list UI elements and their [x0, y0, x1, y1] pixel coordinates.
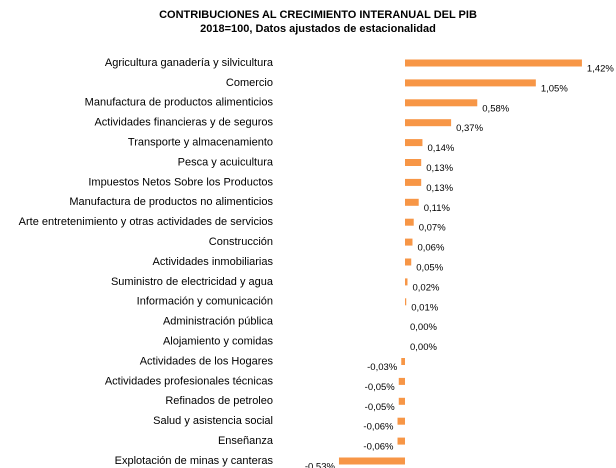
value-label: 0,37%	[456, 123, 483, 134]
bar	[405, 99, 478, 107]
category-label: Refinados de petroleo	[165, 395, 273, 407]
bar	[405, 59, 582, 67]
category-label: Actividades de los Hogares	[140, 355, 274, 367]
bar	[405, 119, 452, 127]
category-label: Transporte y almacenamiento	[128, 137, 273, 149]
category-label: Salud y asistencia social	[153, 415, 273, 427]
category-label: Alojamiento y comidas	[163, 336, 274, 348]
value-label: -0,06%	[363, 422, 394, 433]
category-label: Arte entretenimiento y otras actividades…	[19, 216, 274, 228]
value-label: 0,13%	[426, 183, 453, 194]
category-label: Manufactura de productos alimenticios	[85, 97, 274, 109]
value-label: -0,05%	[365, 402, 396, 413]
value-label: 0,01%	[411, 302, 438, 313]
category-label: Actividades financieras y de seguros	[94, 117, 273, 129]
bar	[405, 298, 407, 306]
chart-subtitle: 2018=100, Datos ajustados de estacionali…	[200, 23, 436, 35]
category-label: Agricultura ganadería y silvicultura	[105, 57, 274, 69]
value-label: 0,11%	[424, 203, 451, 214]
category-label: Construcción	[209, 236, 273, 248]
bar	[405, 159, 422, 166]
bar	[405, 178, 422, 186]
bar	[405, 139, 423, 147]
category-label: Información y comunicación	[137, 296, 273, 308]
category-label: Manufactura de productos no alimenticios	[69, 196, 273, 208]
bar	[405, 198, 419, 206]
category-label: Administración pública	[163, 316, 274, 328]
category-label: Actividades inmobiliarias	[153, 256, 274, 268]
category-label: Comercio	[226, 77, 273, 89]
category-label: Pesca y acuicultura	[178, 156, 274, 168]
bar	[401, 358, 405, 365]
value-label: 0,13%	[426, 163, 453, 174]
value-label: -0,53%	[305, 462, 336, 468]
category-label: Impuestos Netos Sobre los Productos	[88, 176, 273, 188]
bar	[398, 397, 405, 405]
chart-title: CONTRIBUCIONES AL CRECIMIENTO INTERANUAL…	[159, 9, 477, 21]
value-label: 0,05%	[416, 263, 443, 274]
bar	[397, 437, 405, 445]
category-label: Actividades profesionales técnicas	[105, 375, 274, 387]
bar	[405, 258, 412, 266]
bar	[397, 417, 405, 425]
value-label: 1,05%	[541, 83, 568, 94]
category-label: Suministro de electricidad y agua	[111, 276, 274, 288]
value-label: 0,02%	[412, 282, 439, 293]
category-label: Explotación de minas y canteras	[115, 455, 274, 467]
bar	[338, 457, 405, 465]
value-label: 0,58%	[482, 103, 509, 114]
value-label: -0,03%	[367, 362, 398, 373]
bar	[398, 377, 405, 385]
bar	[405, 79, 536, 87]
bar	[405, 238, 413, 246]
value-label: 0,14%	[427, 143, 454, 154]
value-label: 1,42%	[587, 64, 614, 75]
bar	[405, 278, 408, 286]
value-label: 0,06%	[417, 243, 444, 254]
bar	[405, 218, 414, 226]
value-label: 0,00%	[410, 322, 437, 333]
value-label: -0,05%	[365, 382, 396, 393]
value-label: -0,06%	[363, 442, 394, 453]
value-label: 0,00%	[410, 342, 437, 353]
category-label: Enseñanza	[218, 435, 274, 447]
value-label: 0,07%	[419, 223, 446, 234]
